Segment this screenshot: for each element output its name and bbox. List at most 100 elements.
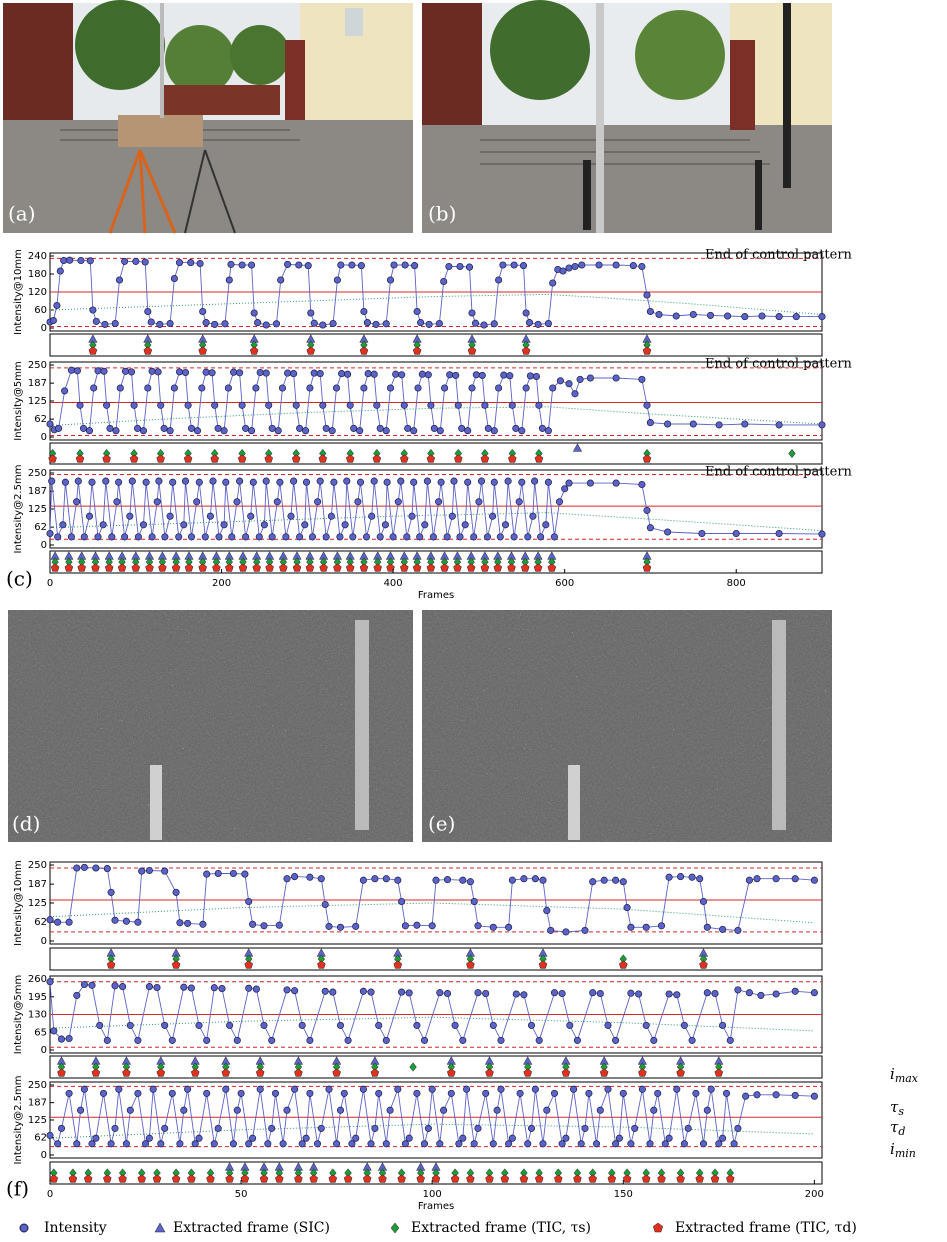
intensity-point	[473, 372, 479, 378]
y-tick-label: 125	[28, 396, 47, 407]
intensity-point	[495, 385, 501, 391]
intensity-point	[194, 499, 200, 505]
intensity-point	[406, 990, 412, 996]
intensity-point	[727, 1037, 733, 1043]
intensity-point	[411, 428, 417, 434]
intensity-point	[414, 922, 420, 928]
intensity-point	[572, 263, 578, 269]
intensity-point	[742, 313, 748, 319]
intensity-point	[639, 1086, 645, 1092]
intensity-point	[516, 499, 522, 505]
intensity-point	[459, 425, 465, 431]
intensity-point	[376, 1022, 382, 1028]
intensity-point	[215, 425, 221, 431]
intensity-point	[557, 378, 563, 384]
intensity-point	[685, 1125, 691, 1131]
intensity-point	[114, 499, 120, 505]
intensity-point	[291, 873, 297, 879]
intensity-point	[545, 428, 551, 434]
x-tick-label: 100	[423, 1189, 442, 1200]
intensity-point	[792, 876, 798, 882]
intensity-point	[440, 1107, 446, 1113]
intensity-point	[523, 385, 529, 391]
intensity-point	[116, 277, 122, 283]
intensity-point	[330, 989, 336, 995]
intensity-point	[560, 268, 566, 274]
y-tick-label: 0	[41, 540, 47, 551]
intensity-point	[269, 425, 275, 431]
intensity-point	[383, 321, 389, 327]
annotation: End of control pattern	[705, 248, 853, 263]
intensity-point	[66, 1035, 72, 1041]
intensity-point	[139, 868, 145, 874]
intensity-point	[228, 261, 234, 267]
intensity-point	[452, 1022, 458, 1028]
intensity-point	[182, 369, 188, 375]
intensity-point	[462, 522, 468, 528]
intensity-point	[479, 372, 485, 378]
intensity-point	[272, 1090, 278, 1096]
intensity-point	[100, 1090, 106, 1096]
y-tick-label: 187	[28, 378, 47, 389]
intensity-point	[196, 479, 202, 485]
intensity-point	[204, 1090, 210, 1096]
intensity-point	[382, 522, 388, 528]
intensity-point	[157, 321, 163, 327]
intensity-point	[491, 479, 497, 485]
intensity-point	[291, 988, 297, 994]
side-label: imin	[890, 1140, 916, 1160]
intensity-point	[444, 876, 450, 882]
intensity-point	[491, 321, 497, 327]
intensity-point	[776, 313, 782, 319]
y-tick-label: 0	[41, 323, 47, 334]
intensity-point	[700, 1141, 706, 1147]
x-tick-label: 0	[47, 578, 53, 589]
intensity-point	[647, 1141, 653, 1147]
intensity-point	[572, 391, 578, 397]
intensity-point	[414, 1090, 420, 1096]
intensity-point	[447, 372, 453, 378]
intensity-point	[469, 385, 475, 391]
y-tick-label: 195	[28, 992, 47, 1003]
y-axis-label: Intensity@2.5mm	[13, 465, 24, 554]
intensity-point	[89, 982, 95, 988]
intensity-point	[519, 479, 525, 485]
intensity-point	[307, 385, 313, 391]
intensity-point	[490, 1141, 496, 1147]
intensity-point	[145, 385, 151, 391]
intensity-point	[261, 923, 267, 929]
intensity-point	[68, 534, 74, 540]
intensity-point	[307, 1090, 313, 1096]
intensity-point	[690, 421, 696, 427]
intensity-point	[93, 318, 99, 324]
intensity-point	[545, 479, 551, 485]
intensity-point	[322, 988, 328, 994]
intensity-point	[192, 1141, 198, 1147]
y-tick-label: 250	[28, 468, 47, 479]
intensity-point	[421, 1141, 427, 1147]
intensity-point	[341, 1090, 347, 1096]
intensity-point	[395, 499, 401, 505]
intensity-point	[357, 428, 363, 434]
intensity-point	[819, 531, 825, 537]
marker-strip	[50, 334, 822, 356]
intensity-point	[127, 1107, 133, 1113]
intensity-point	[77, 402, 83, 408]
intensity-point	[291, 1086, 297, 1092]
intensity-point	[221, 522, 227, 528]
photo-e	[422, 610, 832, 842]
y-tick-label: 125	[28, 898, 47, 909]
intensity-point	[162, 1125, 168, 1131]
intensity-point	[323, 534, 329, 540]
intensity-point	[566, 480, 572, 486]
y-tick-label: 0	[41, 1045, 47, 1056]
intensity-point	[66, 1090, 72, 1096]
intensity-point	[674, 992, 680, 998]
intensity-point	[93, 1135, 99, 1141]
intensity-point	[699, 530, 705, 536]
intensity-point	[67, 257, 73, 263]
intensity-point	[265, 1141, 271, 1147]
intensity-point	[230, 870, 236, 876]
intensity-point	[582, 927, 588, 933]
intensity-point	[134, 425, 140, 431]
